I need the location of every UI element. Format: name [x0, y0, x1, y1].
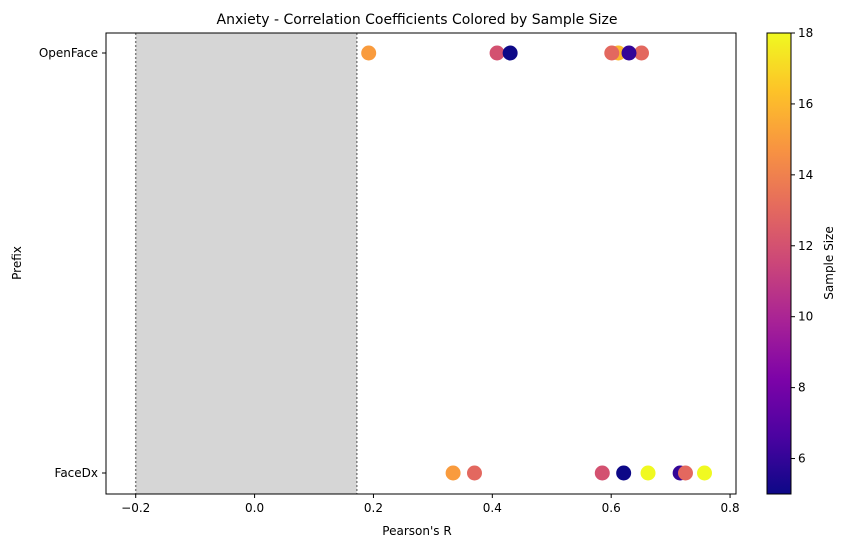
- y-tick-label: OpenFace: [39, 46, 98, 60]
- data-point: [616, 465, 632, 481]
- data-point: [621, 45, 637, 61]
- data-point: [445, 465, 461, 481]
- data-point: [489, 45, 505, 61]
- colorbar-tick-label: 12: [798, 239, 813, 253]
- data-point: [361, 45, 377, 61]
- y-axis-label: Prefix: [10, 246, 24, 280]
- y-tick-label: FaceDx: [55, 466, 98, 480]
- colorbar: 6 8 10 12 14 16 18: [766, 26, 813, 495]
- x-tick-label: 0.4: [483, 501, 502, 515]
- data-point: [466, 465, 482, 481]
- data-point: [502, 45, 518, 61]
- colorbar-tick-label: 14: [798, 168, 813, 182]
- colorbar-tick-label: 8: [798, 381, 806, 395]
- x-tick-label: −0.2: [121, 501, 150, 515]
- x-tick-label: 0.8: [721, 501, 740, 515]
- data-point: [604, 45, 620, 61]
- colorbar-tick-label: 6: [798, 452, 806, 466]
- chart-title: Anxiety - Correlation Coefficients Color…: [217, 12, 618, 28]
- colorbar-tick-label: 18: [798, 26, 813, 40]
- plot-area: −0.2 0.0 0.2 0.4 0.6 0.8 OpenFace FaceDx: [39, 32, 740, 515]
- x-tick-label: 0.2: [364, 501, 383, 515]
- data-point: [697, 465, 712, 481]
- plot-frame: [105, 32, 737, 495]
- colorbar-gradient: [766, 32, 792, 495]
- shaded-band: [135, 33, 357, 494]
- x-axis-label: Pearson's R: [382, 524, 451, 538]
- colorbar-tick-label: 10: [798, 310, 813, 324]
- data-point: [594, 465, 610, 481]
- data-point: [634, 45, 649, 61]
- colorbar-tick-label: 16: [798, 97, 813, 111]
- x-tick-label: 0.6: [602, 501, 621, 515]
- data-point: [640, 465, 656, 481]
- x-tick-label: 0.0: [245, 501, 264, 515]
- data-point: [677, 465, 693, 481]
- colorbar-label: Sample Size: [822, 226, 836, 299]
